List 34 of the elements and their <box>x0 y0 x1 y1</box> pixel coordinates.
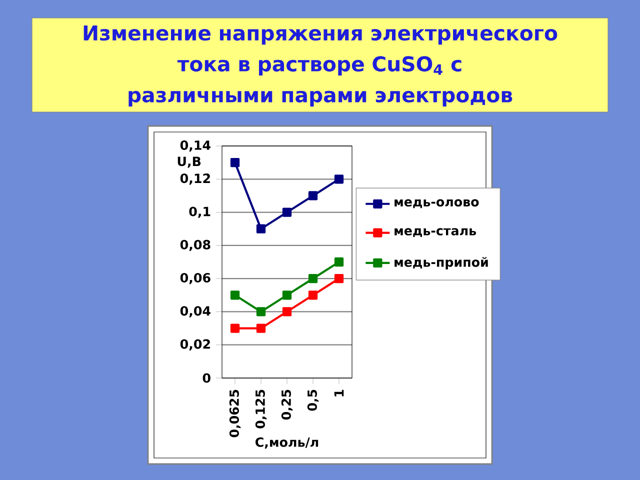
point <box>256 307 266 316</box>
legend-label: медь-сталь <box>394 228 476 237</box>
x-tick-label: 0,25 <box>281 390 293 420</box>
point <box>256 224 266 234</box>
y-tick-label: 0 <box>202 373 210 383</box>
y-tick-label: 0,08 <box>180 240 210 252</box>
y-tick-label: 0,06 <box>180 272 210 284</box>
point <box>308 191 318 200</box>
x-axis-title: С,моль/л <box>256 437 318 449</box>
point <box>308 274 318 284</box>
y-tick-label: 0,1 <box>189 206 210 218</box>
point <box>230 158 240 168</box>
y-tick-label: 0,14 <box>180 140 210 152</box>
point <box>230 290 240 300</box>
point <box>256 324 266 333</box>
legend-label: медь-припой <box>394 257 488 270</box>
y-axis-title: U,B <box>178 156 201 168</box>
x-tick-label: 1 <box>334 390 344 396</box>
point <box>334 274 344 284</box>
point <box>334 257 344 267</box>
y-tick-label: 0,04 <box>180 306 210 318</box>
point <box>282 307 292 316</box>
point <box>282 290 292 300</box>
legend-label: медь-олово <box>394 199 479 208</box>
x-tick-label: 0,5 <box>307 390 319 411</box>
point <box>334 174 344 184</box>
y-tick-label: 0,12 <box>180 174 210 185</box>
x-tick-label: 0,0625 <box>229 390 241 438</box>
chart-title: Изменение напряжения электрического тока в растворе CuSO$_{4}$ с различными парами электродов <box>84 26 558 106</box>
y-tick-label: 0,02 <box>180 339 210 350</box>
point <box>282 208 292 217</box>
point <box>308 290 318 300</box>
x-tick-label: 0,125 <box>255 390 267 428</box>
point <box>230 324 240 333</box>
